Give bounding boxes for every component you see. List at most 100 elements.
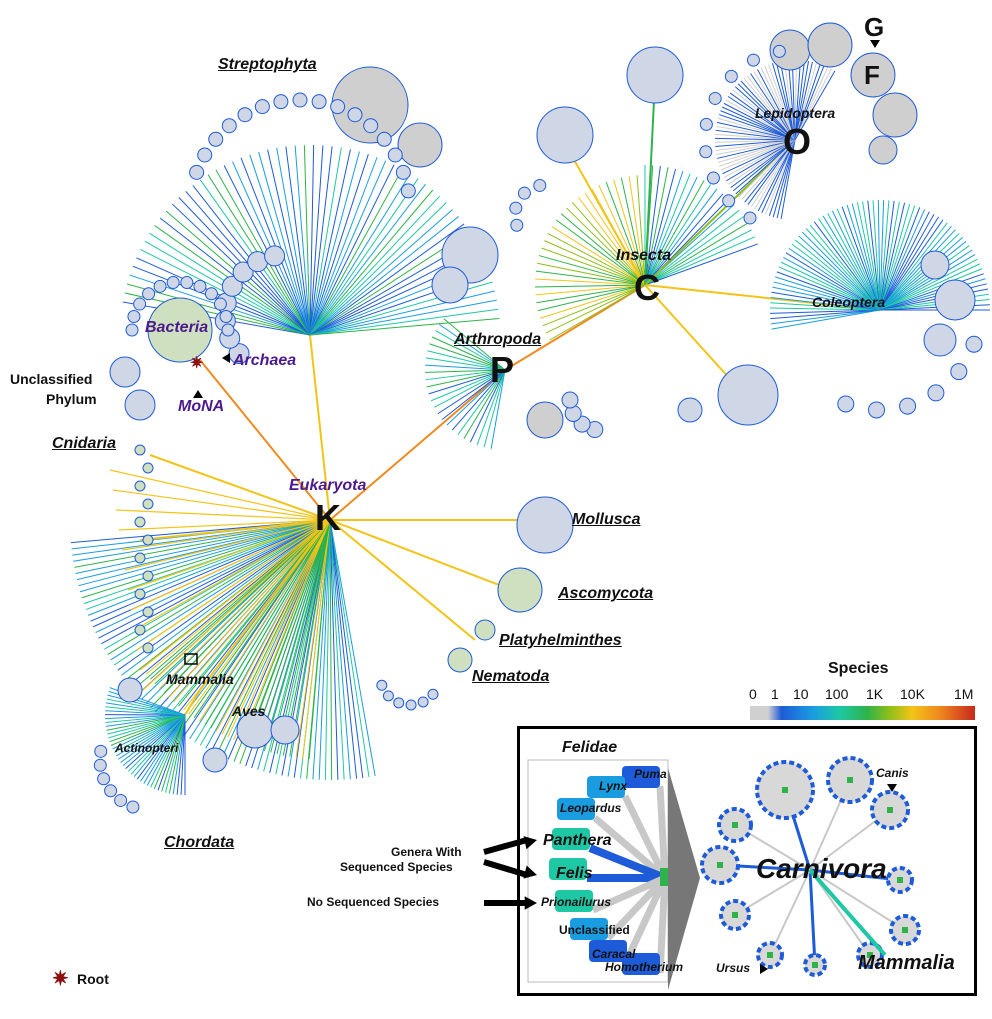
tree-edge: [879, 237, 963, 311]
felidae-genus-edge: [656, 785, 669, 879]
tree-edge: [644, 236, 756, 286]
tree-edge: [443, 318, 506, 371]
tree-edge: [809, 224, 881, 311]
leaf-disc: [626, 46, 684, 104]
tree-edge: [798, 235, 881, 311]
tree-edge: [430, 369, 506, 402]
tree-edge: [95, 519, 331, 634]
carnivora-family-center: [717, 862, 723, 868]
felidae-genus-node: [622, 766, 660, 788]
carnivora-family-center: [867, 952, 873, 958]
felidae-genus-node: [552, 828, 590, 850]
tree-edge: [867, 200, 881, 311]
leaf-disc: [447, 647, 473, 673]
leaf-disc: [561, 391, 579, 409]
label-chordata: Chordata: [164, 834, 235, 851]
leaf-disc: [431, 266, 469, 304]
tree-edge: [644, 167, 669, 286]
tree-edge: [644, 229, 752, 286]
tree-edge: [801, 231, 881, 311]
carnivora-edge: [809, 868, 901, 882]
leaf-disc: [347, 107, 363, 123]
leaf-disc: [395, 164, 411, 180]
leaf-disc: [722, 194, 736, 208]
label-mollusca: Mollusca: [572, 511, 641, 528]
tree-edge: [879, 229, 956, 311]
tree-edge: [110, 714, 186, 746]
leaf-disc: [114, 793, 128, 807]
label-coleoptera: Coleoptera: [812, 294, 886, 310]
tree-edge: [644, 210, 740, 286]
label-genus-g: G: [864, 12, 885, 42]
leaf-disc: [509, 201, 523, 215]
tree-edge: [768, 64, 796, 141]
tree-edge: [827, 213, 881, 311]
tree-edge: [794, 66, 829, 141]
leaf-disc: [746, 53, 760, 67]
label-root: Root: [77, 971, 109, 987]
label-archaea: Archaea: [233, 352, 297, 369]
tree-edge: [105, 702, 186, 716]
tree-edge: [879, 202, 906, 311]
ursus-arrow-icon: [760, 964, 768, 974]
tree-edge: [309, 209, 453, 336]
tree-edge: [74, 519, 331, 568]
label-cnidaria: Cnidaria: [52, 435, 117, 452]
tree-edge: [425, 364, 506, 371]
leaf-disc: [134, 588, 146, 600]
tree-edge: [879, 278, 986, 311]
leaf-disc: [516, 496, 574, 554]
tree-edge: [309, 173, 411, 336]
carnivora-family-center: [902, 927, 908, 933]
tree-edge: [329, 519, 376, 777]
leaf-disc: [717, 364, 779, 426]
tree-edge: [490, 369, 506, 449]
felidae-genus-node: [570, 918, 608, 940]
tree-edge: [176, 714, 186, 795]
leaf-disc: [124, 389, 156, 421]
tree-edge: [309, 308, 499, 336]
tree-edge: [879, 203, 911, 311]
tree-edge: [309, 189, 434, 336]
label-aves: Aves: [232, 703, 266, 719]
carnivora-family-center: [812, 962, 818, 968]
edge-streptophyta: [309, 334, 331, 521]
label-lepidoptera: Lepidoptera: [755, 105, 836, 121]
label-order-o: O: [783, 121, 812, 162]
inset-genus-lynx: Lynx: [599, 779, 628, 793]
tree-edge: [720, 110, 796, 141]
tree-edge: [469, 369, 506, 443]
tree-edge: [879, 213, 935, 311]
leaf-disc: [708, 91, 722, 105]
tree-edge: [719, 139, 796, 167]
legend-tick: 1: [771, 686, 779, 702]
tree-edge: [222, 519, 331, 757]
tree-edge: [276, 147, 311, 336]
tree-edge: [329, 519, 476, 641]
felidae-genus-edge: [621, 794, 669, 880]
root-star-icon: ✷: [190, 355, 203, 372]
tree-edge: [794, 65, 825, 141]
tree-edge: [770, 309, 881, 314]
felidae-genus-node: [622, 953, 660, 975]
tree-edge: [794, 63, 821, 141]
tree-edge: [771, 291, 881, 311]
leaf-disc: [208, 131, 224, 147]
leaf-disc: [264, 245, 286, 267]
leaf-disc: [837, 395, 855, 413]
mammalia-zoom-box: [184, 653, 198, 665]
tree-edge: [309, 168, 403, 336]
tree-edge: [199, 519, 331, 722]
tree-edge: [794, 60, 801, 141]
tree-edge: [199, 519, 331, 691]
mona-arrow-icon: [193, 390, 203, 398]
tree-edge: [770, 309, 881, 320]
leaf-disc: [180, 275, 194, 289]
label-unclassified-phylum-1: Unclassified: [10, 371, 93, 387]
leaf-disc: [743, 211, 757, 225]
leaf-disc: [237, 107, 253, 123]
leaf-disc: [166, 275, 180, 289]
tree-edge: [73, 519, 331, 562]
tree-edge: [794, 62, 817, 141]
tree-edge: [139, 519, 331, 541]
